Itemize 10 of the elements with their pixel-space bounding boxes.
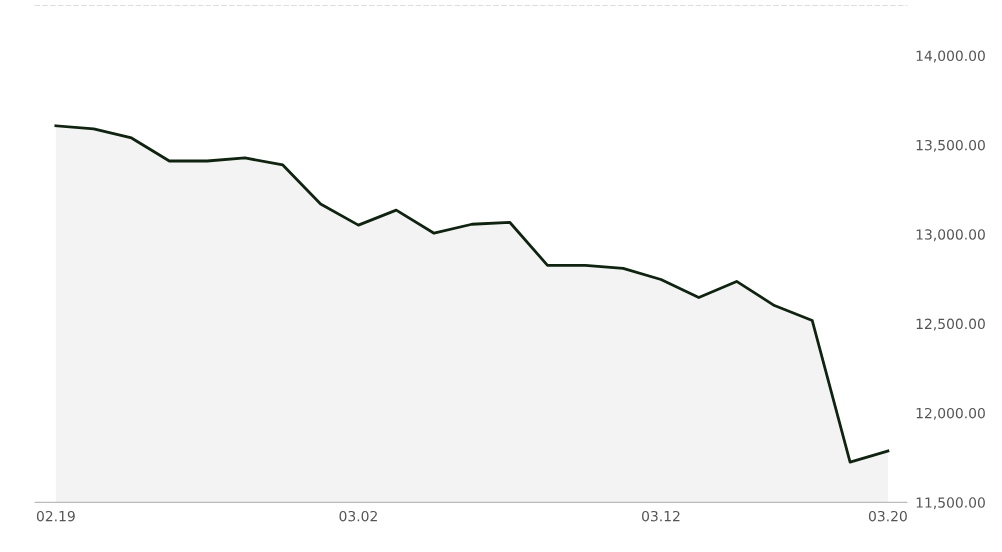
x-tick-label: 03.02 [339, 510, 377, 522]
y-tick-label: 13,500.00 [916, 139, 985, 152]
y-tick-label: 12,500.00 [916, 318, 985, 331]
x-tick-label: 02.19 [36, 510, 75, 522]
x-tick-label: 03.20 [868, 510, 907, 522]
y-tick-label: 12,000.00 [916, 407, 985, 420]
y-tick-label: 13,000.00 [916, 229, 985, 242]
y-tick-label: 14,000.00 [916, 50, 985, 63]
x-tick-label: 03.12 [642, 510, 680, 522]
y-tick-label: 11,500.00 [916, 497, 985, 510]
